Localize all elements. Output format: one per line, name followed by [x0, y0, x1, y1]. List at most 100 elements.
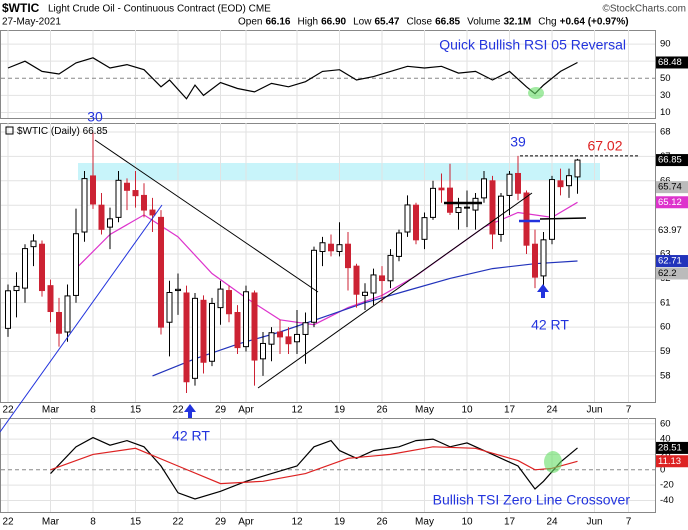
candle-body	[141, 194, 147, 211]
value-label-box	[656, 455, 688, 468]
candle-body	[430, 187, 436, 218]
annotation: 42 RT	[531, 317, 569, 333]
value-label: 62.2	[658, 268, 677, 279]
annotation: 42 RT	[172, 428, 210, 444]
value-label: 11.13	[658, 456, 681, 467]
value-label-box	[656, 224, 688, 237]
symbol: $WTIC	[2, 1, 40, 15]
candle-body	[90, 175, 96, 205]
highlight	[528, 87, 544, 99]
candle-body	[438, 187, 445, 191]
x-tick-label: Apr	[238, 517, 254, 528]
x-tick-label: 29	[215, 517, 227, 528]
candle-body	[489, 180, 496, 235]
candle-body	[574, 159, 581, 178]
candle-body	[132, 190, 139, 197]
candle-body	[447, 187, 453, 213]
candle-body	[115, 179, 122, 218]
trendline	[94, 139, 319, 293]
candle-body	[73, 233, 79, 296]
candle-body	[421, 217, 428, 240]
x-tick-label: 15	[130, 405, 142, 416]
y-tick-label: 60	[660, 322, 671, 333]
panel-annotation: Quick Bullish RSI 05 Reversal	[439, 37, 626, 53]
value-label-box	[656, 181, 688, 194]
x-tick-label: Apr	[238, 405, 254, 416]
value-label-box	[656, 196, 688, 209]
candle-body	[56, 311, 62, 334]
rsi-frame	[0, 30, 656, 119]
candle-body	[404, 204, 411, 233]
candle-body	[336, 244, 343, 253]
y-tick-label: 90	[660, 39, 671, 50]
candle-body	[549, 179, 555, 240]
legend-name: $WTIC (Daily)	[17, 126, 80, 137]
candle-body	[243, 291, 249, 348]
candle-body	[107, 218, 113, 228]
candle-body	[158, 216, 164, 328]
value-label: 65.74	[658, 182, 682, 193]
x-tick-label: 26	[376, 517, 388, 528]
plot-layer: 103050709068.48585960616263646566676867.…	[1, 30, 688, 528]
stat-label: Close	[407, 17, 433, 28]
y-tick-label: 61	[660, 297, 671, 308]
candle-body	[379, 275, 385, 282]
candle-body	[515, 172, 521, 194]
y-tick-label: 63	[660, 248, 671, 259]
candle-body	[285, 336, 292, 345]
candle-body	[540, 239, 547, 277]
y-tick-label: 20	[660, 449, 671, 460]
y-tick-label: -20	[660, 480, 674, 491]
x-tick-label: 26	[376, 405, 388, 416]
stat-value: 66.85	[435, 17, 460, 28]
legend-value: 66.85	[83, 126, 108, 137]
candle-body	[353, 265, 360, 295]
value-label-box	[656, 56, 688, 69]
series-line	[50, 436, 578, 500]
candle-body	[328, 243, 334, 252]
candle-body	[532, 243, 538, 278]
x-tick-label: Jun	[586, 405, 602, 416]
value-label-box	[656, 267, 688, 280]
candle-body	[13, 285, 20, 292]
date: 27-May-2021	[2, 17, 61, 28]
x-tick-label: 10	[461, 405, 473, 416]
legend: $WTIC (Daily) 66.85	[17, 126, 108, 137]
x-tick-label: 10	[461, 517, 473, 528]
stat-label: Volume	[467, 17, 501, 28]
stat-label: Open	[238, 17, 262, 28]
stat-label: High	[298, 17, 319, 28]
x-tick-label: 12	[291, 517, 303, 528]
value-label-box	[656, 154, 688, 167]
arrow	[537, 284, 549, 298]
y-tick-label: 10	[660, 107, 671, 118]
price-frame	[0, 123, 656, 403]
x-tick-label: 8	[90, 405, 96, 416]
x-tick-label: 22	[172, 405, 184, 416]
y-tick-label: 30	[660, 90, 671, 101]
pivot-line	[539, 217, 587, 220]
x-tick-label: 8	[90, 517, 96, 528]
candle-body	[311, 249, 317, 323]
candle-body	[183, 292, 190, 383]
value-label: 66.85	[658, 155, 682, 166]
value-label: 28.51	[658, 442, 682, 453]
value-label: 62.71	[658, 256, 682, 267]
candle-body	[81, 178, 88, 233]
candle-body	[566, 175, 572, 187]
candle-body	[302, 322, 309, 335]
candle-body	[175, 288, 181, 292]
tsi-frame	[0, 418, 656, 513]
x-tick-label: 15	[130, 517, 142, 528]
candle-body	[64, 295, 71, 333]
value-label-box	[656, 441, 688, 454]
candle-body	[217, 288, 224, 309]
candle-body	[268, 332, 275, 345]
candle-body	[47, 285, 54, 313]
x-tick-label: May	[415, 517, 434, 528]
candle-body	[260, 342, 266, 360]
candle-body	[506, 173, 513, 196]
stat-value: 65.47	[374, 17, 399, 28]
